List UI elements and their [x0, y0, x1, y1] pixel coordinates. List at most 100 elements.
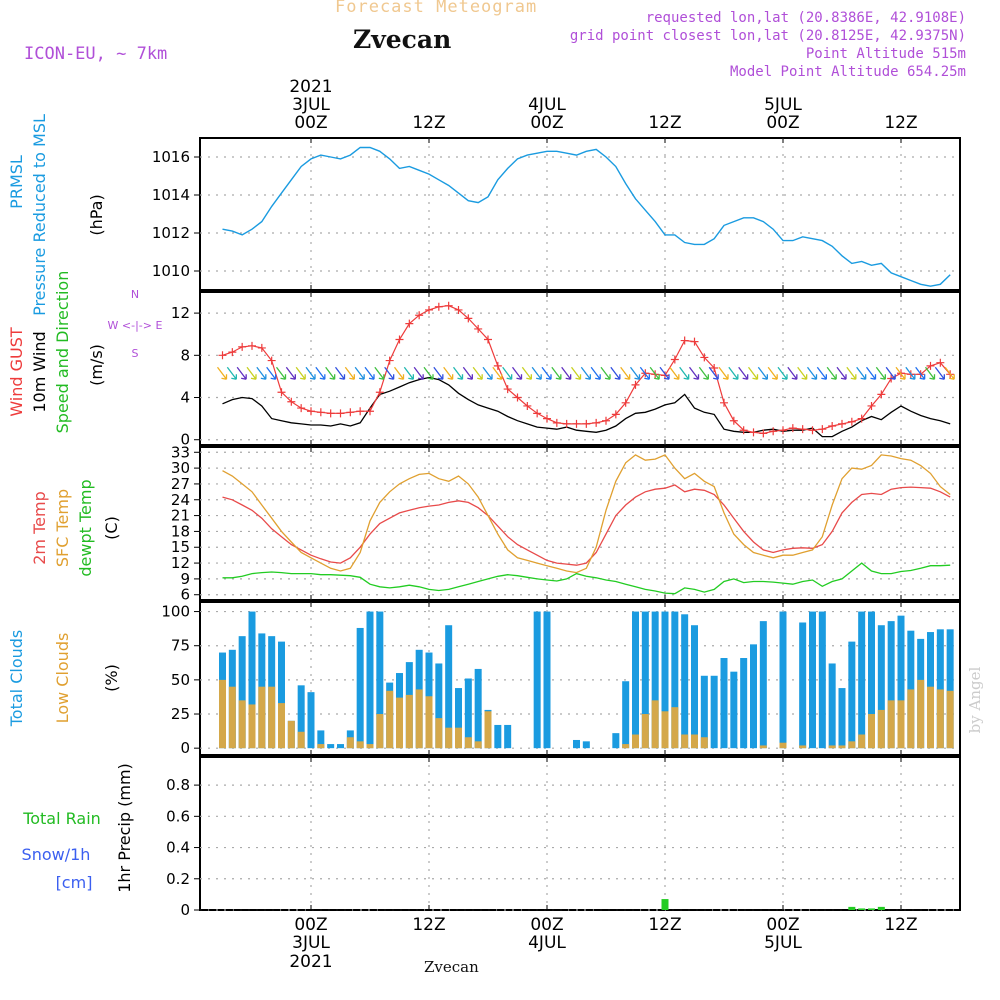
- low-cloud-bar: [936, 689, 944, 749]
- compass-north: N: [131, 288, 139, 301]
- wind-gust-marker: [867, 401, 876, 410]
- low-cloud-bar: [386, 690, 394, 749]
- wind-direction-arrow: [285, 366, 296, 380]
- wind-gust-marker: [336, 409, 345, 418]
- wind-direction-arrow: [531, 366, 542, 380]
- panel-frame: [199, 137, 961, 291]
- wind-direction-arrow: [551, 366, 562, 380]
- wind-direction-arrow: [226, 366, 237, 380]
- wind-gust-marker: [739, 426, 748, 435]
- hour-label-bottom: 12Z: [412, 915, 445, 935]
- wind-direction-arrow: [482, 366, 493, 380]
- total-cloud-bar: [936, 629, 944, 749]
- y-tick-label: 50: [171, 671, 190, 689]
- total-cloud-bar: [504, 724, 512, 749]
- wind-direction-arrow: [492, 366, 503, 380]
- date-label-bottom: 4JUL: [528, 933, 566, 953]
- y-tick-label: 21: [171, 507, 190, 525]
- wind-direction-arrow: [423, 366, 434, 380]
- wind-gust-marker: [444, 301, 453, 310]
- total-cloud-bar: [808, 611, 816, 749]
- y-tick-label: 24: [171, 491, 190, 509]
- total-cloud-bar: [858, 611, 866, 749]
- total-cloud-bar: [464, 678, 472, 749]
- y-tick-label: 1016: [152, 148, 190, 166]
- wind-direction-arrow: [875, 366, 886, 380]
- model-name: ICON-EU, ~ 7km: [24, 44, 168, 64]
- y-tick-label: 75: [171, 637, 190, 655]
- total-cloud-bar: [248, 611, 256, 749]
- low-cloud-bar: [631, 734, 639, 749]
- wind-direction-arrow: [885, 366, 896, 380]
- low-cloud-bar: [700, 737, 708, 749]
- low-cloud-bar: [317, 744, 325, 749]
- wind-direction-arrow: [295, 366, 306, 380]
- compass-west-east: W <-|-> E: [108, 319, 163, 332]
- y-tick-label: 0.4: [166, 839, 190, 857]
- wind-gust-marker: [326, 409, 335, 418]
- wind-direction-arrow: [688, 366, 700, 380]
- low-cloud-bar: [248, 704, 256, 749]
- total-cloud-bar: [641, 611, 649, 749]
- wind-direction-arrow: [570, 366, 582, 380]
- wind-gust-marker: [542, 414, 551, 423]
- hour-label-top: 12Z: [412, 113, 445, 133]
- wind-gust-marker: [690, 337, 699, 346]
- hour-label-top: 00Z: [766, 113, 799, 133]
- low-cloud-bar: [287, 720, 295, 749]
- wind-direction-arrow: [698, 366, 709, 380]
- total-cloud-bar: [297, 685, 305, 749]
- low-cloud-bar: [917, 679, 925, 749]
- total-rain-label: Total Rain: [22, 809, 101, 828]
- y-tick-label: 0: [180, 901, 190, 919]
- wind-gust-marker: [562, 419, 571, 428]
- low-cloud-bar: [356, 741, 364, 749]
- wind-direction-arrow: [590, 366, 601, 380]
- wind-gust-marker: [778, 426, 787, 435]
- total-cloud-bar: [376, 611, 384, 749]
- wind-gust-marker: [818, 425, 827, 434]
- wind-gust-marker: [837, 419, 846, 428]
- total-cloud-bar: [278, 641, 286, 749]
- total-cloud-bar: [818, 611, 826, 749]
- wind-gust-marker: [828, 422, 837, 431]
- wind-gust-marker: [719, 398, 728, 407]
- wind-gust-marker: [483, 335, 492, 344]
- wind-direction-arrow: [747, 366, 759, 380]
- wind-direction-arrow: [620, 366, 631, 380]
- wind-direction-arrow: [865, 366, 877, 380]
- y-tick-label: 0: [180, 739, 190, 757]
- wind-gust-marker: [218, 351, 227, 360]
- date-label-top: 4JUL: [528, 95, 566, 115]
- rain-bar: [877, 906, 885, 910]
- low-cloud-bar: [268, 686, 276, 749]
- point-altitude: Point Altitude 515m: [805, 46, 966, 62]
- wind-gust-marker: [631, 380, 640, 389]
- wind-direction-arrow: [610, 366, 621, 380]
- snow-label: Snow/1h: [22, 845, 91, 864]
- total-cloud-bar: [366, 611, 374, 749]
- wind-direction-arrow: [403, 366, 414, 380]
- sfc-temp-line: [222, 454, 951, 574]
- wind-gust-marker: [375, 388, 384, 397]
- low-cloud-bar: [759, 745, 767, 749]
- wind-gust-marker: [533, 409, 542, 418]
- low-cloud-bar: [415, 689, 423, 749]
- pressure-line: [222, 146, 951, 287]
- wind-gust-marker: [405, 319, 414, 328]
- wind-gust-marker: [572, 419, 581, 428]
- low-cloud-bar: [858, 734, 866, 749]
- wind-direction-arrow: [334, 366, 346, 380]
- wind-direction-arrow: [384, 366, 395, 380]
- wind-direction-arrow: [561, 366, 572, 380]
- wind-gust-marker: [277, 388, 286, 397]
- wind-direction-arrow: [413, 366, 424, 380]
- low-cloud-bar: [484, 711, 492, 749]
- total-cloud-bar: [336, 744, 344, 749]
- low-cloud-bar: [278, 703, 286, 749]
- wind-direction-arrow: [856, 366, 867, 380]
- y-tick-label: 1014: [152, 186, 190, 204]
- wind-gust-marker: [759, 429, 768, 438]
- low-cloud-bar: [395, 697, 403, 749]
